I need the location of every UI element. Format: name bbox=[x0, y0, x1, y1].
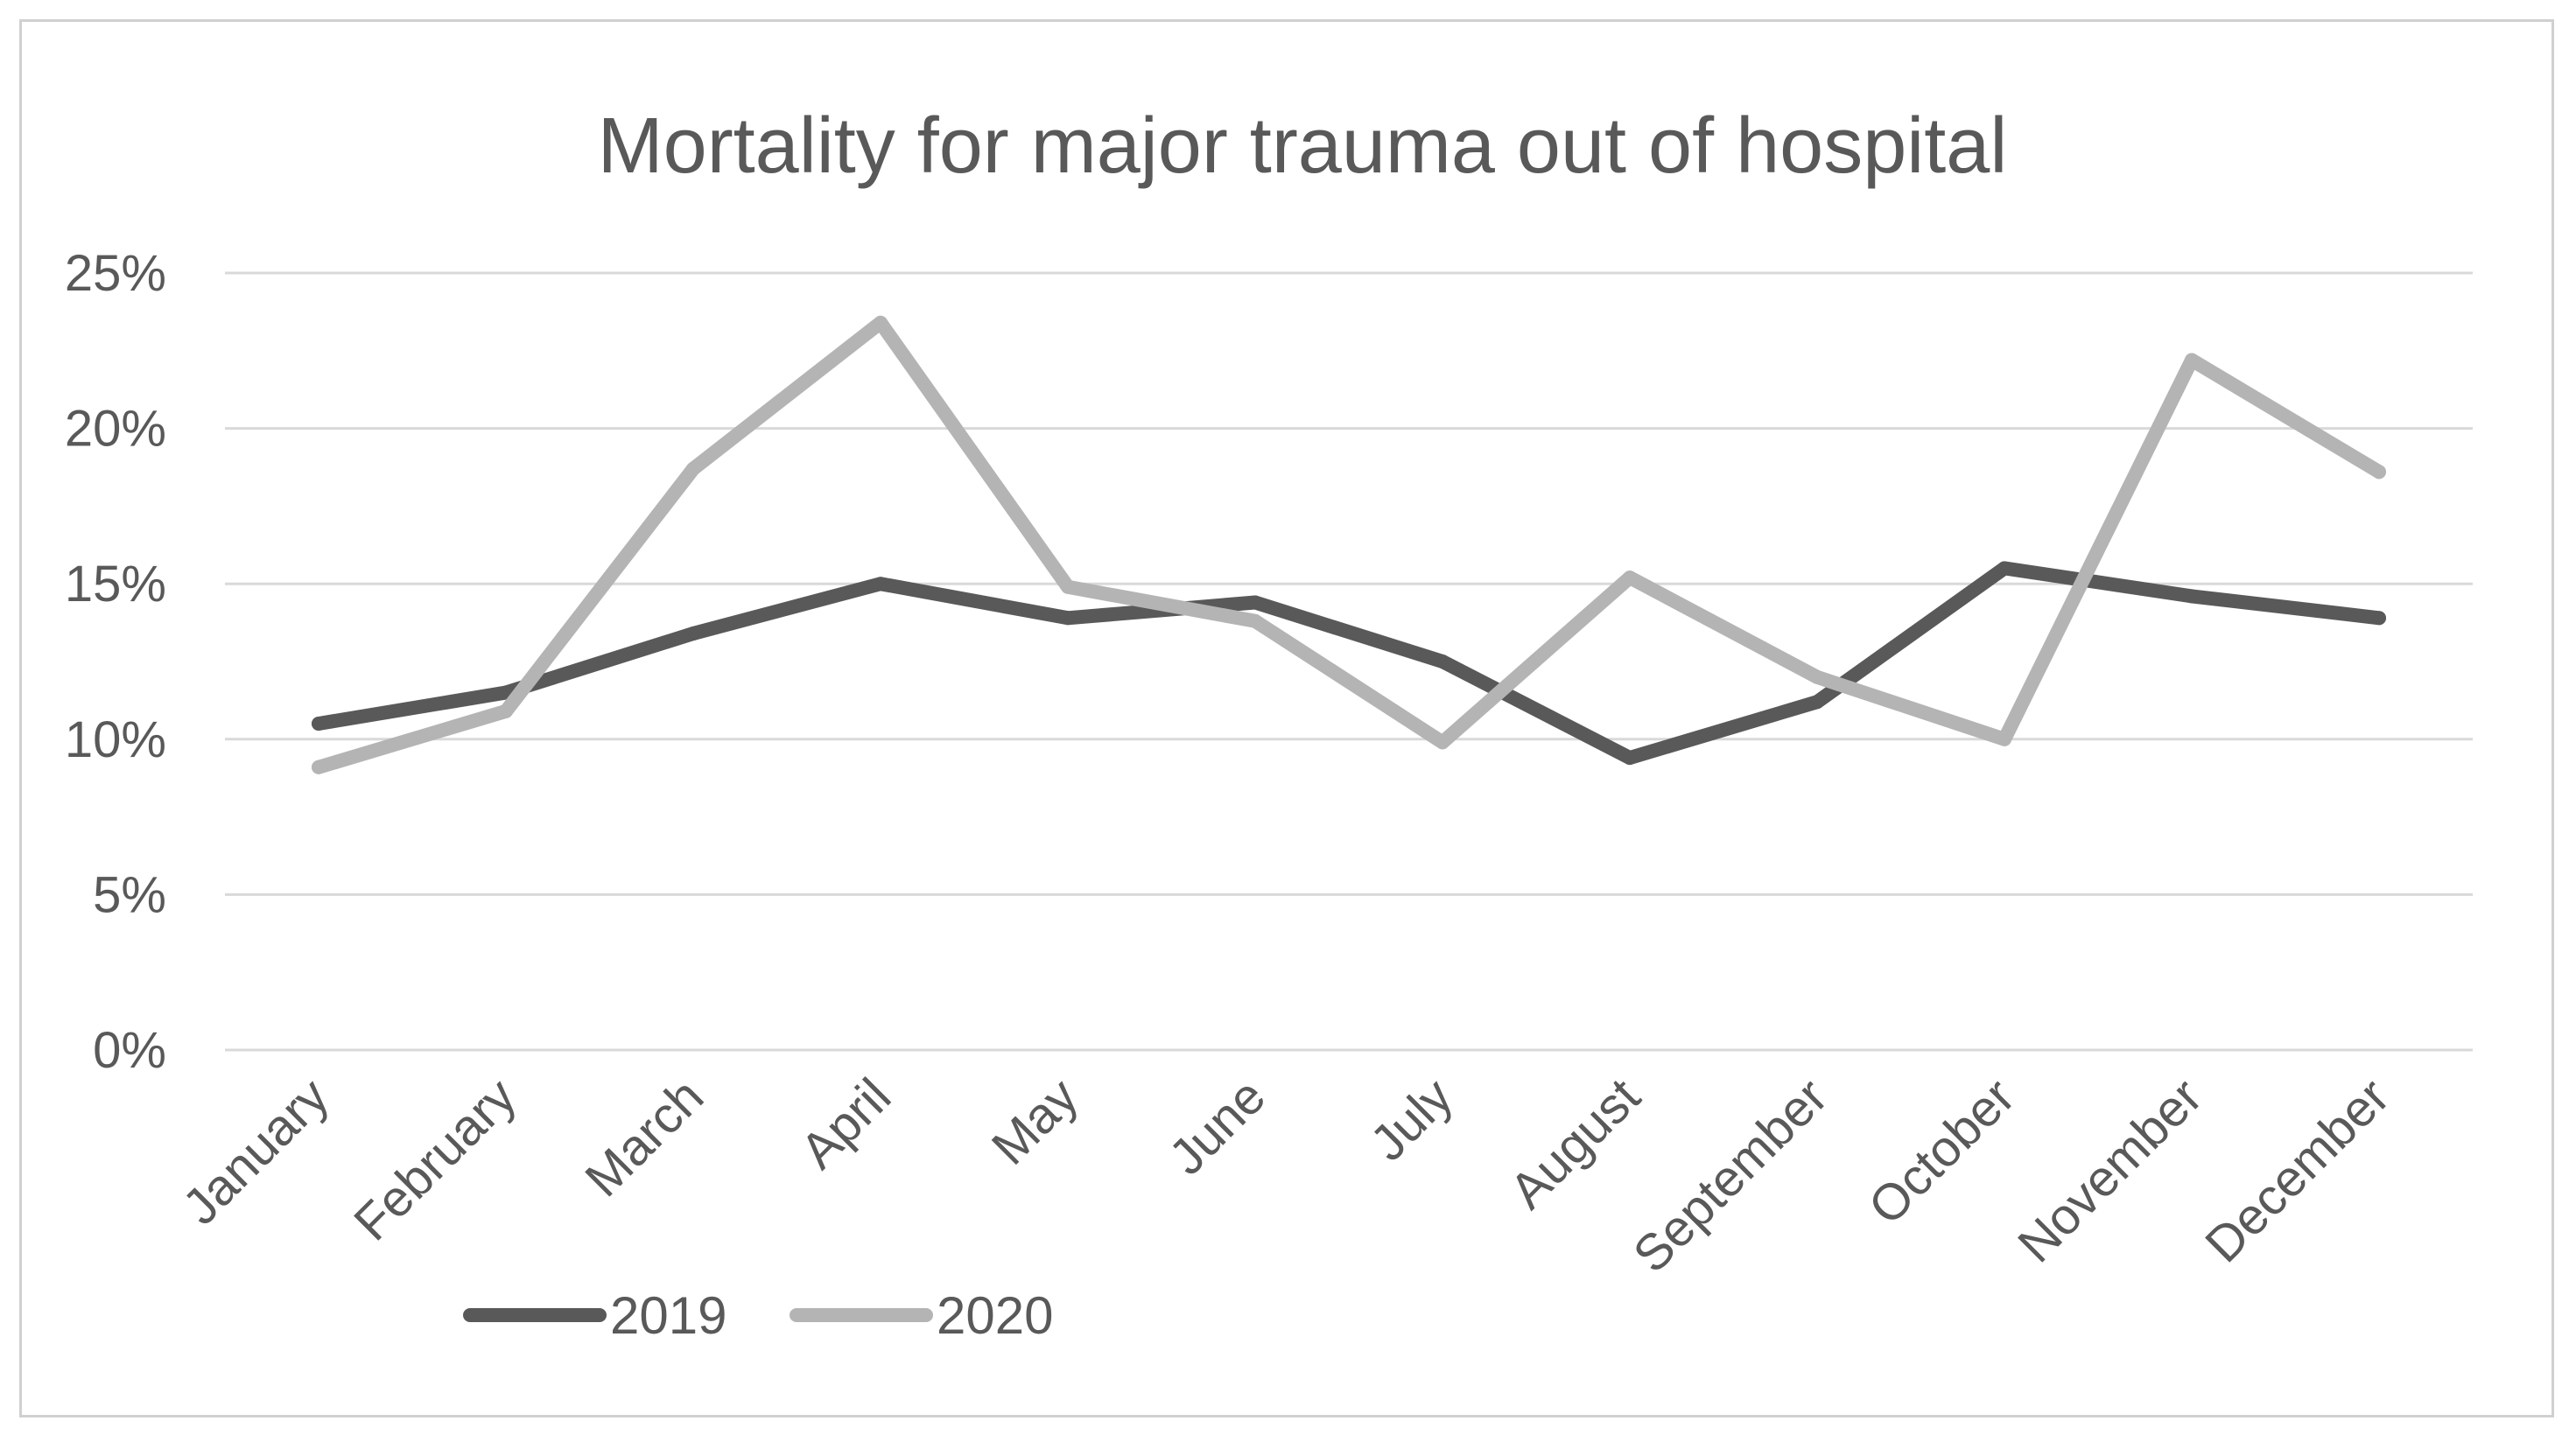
y-tick-label: 15% bbox=[65, 556, 166, 612]
y-tick-label: 20% bbox=[65, 401, 166, 458]
data-point-2019 bbox=[1810, 695, 1824, 710]
y-axis-ticks: 0% 5% 10% 15% 20% 25% bbox=[65, 245, 166, 1079]
data-point-2020 bbox=[1248, 613, 1262, 628]
data-point-2020 bbox=[1061, 579, 1075, 594]
data-point-2019 bbox=[312, 717, 326, 732]
legend-label: 2019 bbox=[610, 1286, 726, 1345]
data-point-2020 bbox=[1435, 735, 1449, 750]
data-point-2020 bbox=[312, 760, 326, 774]
data-point-2020 bbox=[2185, 353, 2199, 368]
chart-frame: Mortality for major trauma out of hospit… bbox=[19, 19, 2554, 1418]
x-tick-label: July bbox=[1359, 1068, 1463, 1172]
series-line-2019 bbox=[312, 561, 2386, 766]
legend: 2019 2020 bbox=[463, 1286, 1053, 1345]
legend-label: 2020 bbox=[937, 1286, 1053, 1345]
gridlines bbox=[225, 271, 2473, 1052]
data-point-2020 bbox=[1623, 570, 1637, 585]
y-tick-label: 10% bbox=[65, 711, 166, 768]
data-point-2019 bbox=[1435, 654, 1449, 668]
y-tick-label: 5% bbox=[93, 866, 166, 923]
x-tick-label: October bbox=[1857, 1068, 2025, 1236]
data-point-2019 bbox=[1061, 611, 1075, 626]
data-point-2019 bbox=[2185, 589, 2199, 604]
chart-title: Mortality for major trauma out of hospit… bbox=[598, 102, 2008, 190]
x-tick-label: August bbox=[1499, 1068, 1652, 1220]
y-tick-label: 0% bbox=[93, 1022, 166, 1079]
y-tick-label: 25% bbox=[65, 245, 166, 302]
data-point-2020 bbox=[874, 315, 888, 330]
x-tick-label: January bbox=[172, 1068, 340, 1236]
data-point-2020 bbox=[1997, 732, 2011, 746]
x-tick-label: March bbox=[574, 1068, 714, 1208]
x-tick-label: April bbox=[790, 1068, 902, 1180]
data-point-2019 bbox=[874, 577, 888, 592]
line-chart: Mortality for major trauma out of hospit… bbox=[65, 102, 2473, 1345]
x-tick-label: September bbox=[1623, 1068, 1839, 1284]
data-point-2020 bbox=[2372, 465, 2386, 480]
series-lines bbox=[312, 315, 2386, 774]
data-point-2019 bbox=[1997, 561, 2011, 576]
series-line-2020 bbox=[312, 315, 2386, 774]
data-point-2020 bbox=[686, 461, 700, 476]
x-tick-label: June bbox=[1158, 1068, 1276, 1186]
x-tick-label: December bbox=[2194, 1068, 2400, 1273]
data-point-2019 bbox=[1248, 595, 1262, 610]
data-point-2019 bbox=[1623, 751, 1637, 766]
data-point-2020 bbox=[1810, 669, 1824, 684]
x-axis-ticks: January February March April May June July Augu… bbox=[172, 1068, 2400, 1284]
x-tick-label: November bbox=[2007, 1068, 2213, 1273]
data-point-2019 bbox=[686, 626, 700, 641]
data-point-2020 bbox=[499, 704, 513, 718]
x-tick-label: May bbox=[981, 1068, 1089, 1175]
x-tick-label: February bbox=[343, 1068, 527, 1251]
data-point-2019 bbox=[2372, 611, 2386, 626]
